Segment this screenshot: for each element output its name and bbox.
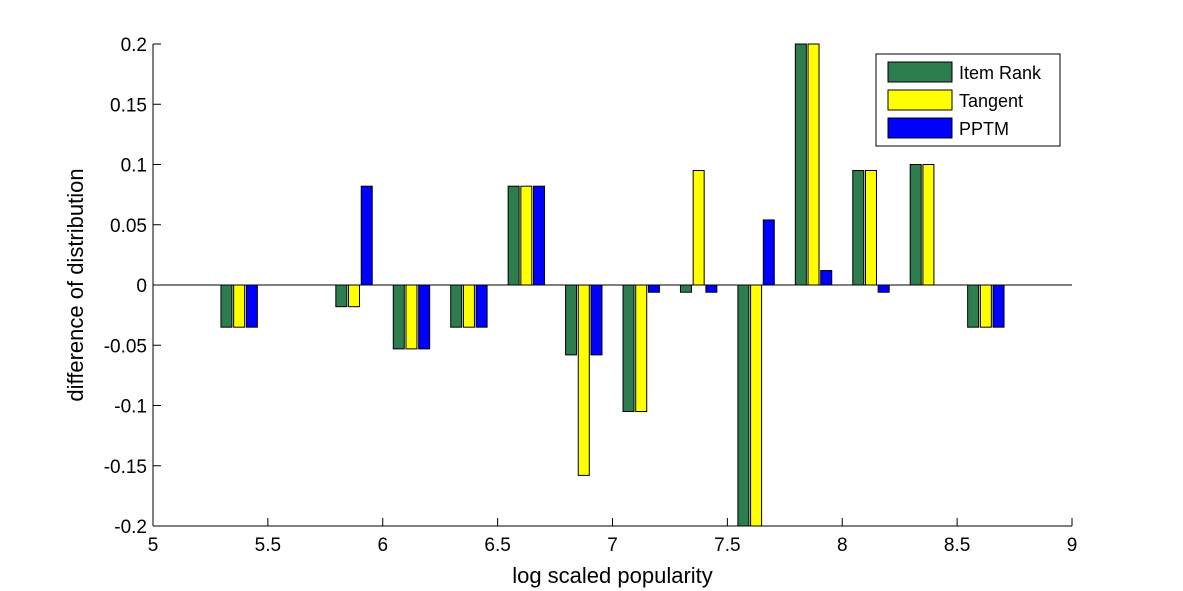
bar-pptm-1 <box>360 185 373 286</box>
y-tick-label: -0.1 <box>114 397 147 418</box>
x-tick-label: 6.5 <box>484 535 510 556</box>
bar-tangent-1 <box>348 284 361 308</box>
y-axis-label: difference of distribution <box>63 168 88 401</box>
bar-tangent-0 <box>233 284 246 328</box>
y-tick-label: 0.05 <box>110 216 147 237</box>
legend-swatch <box>887 117 953 139</box>
legend-swatch <box>887 61 953 83</box>
bar-tangent-10 <box>864 170 877 286</box>
bar-tangent-7 <box>692 170 705 286</box>
bar-tangent-2 <box>405 284 418 350</box>
bar-item-rank-1 <box>335 284 348 308</box>
bar-item-rank-4 <box>507 185 520 286</box>
bar-pptm-12 <box>992 284 1005 328</box>
legend-swatch <box>887 89 953 111</box>
legend-label: PPTM <box>959 119 1009 139</box>
bar-item-rank-12 <box>967 284 980 328</box>
bar-pptm-6 <box>647 284 660 293</box>
y-tick-label: -0.2 <box>114 517 147 538</box>
y-tick-label: -0.05 <box>104 336 147 357</box>
x-tick-label: 5.5 <box>255 535 281 556</box>
bar-item-rank-7 <box>679 284 692 293</box>
bar-item-rank-3 <box>450 284 463 328</box>
y-tick-label: 0 <box>136 276 147 297</box>
bar-tangent-9 <box>807 43 820 286</box>
bar-tangent-11 <box>922 164 935 286</box>
x-axis-label: log scaled popularity <box>512 563 713 588</box>
bar-pptm-3 <box>475 284 488 328</box>
bar-pptm-8 <box>762 219 775 286</box>
bar-item-rank-9 <box>794 43 807 286</box>
legend: Item Rank Tangent PPTM <box>875 53 1061 147</box>
bar-pptm-10 <box>877 284 890 293</box>
bar-item-rank-10 <box>852 170 865 286</box>
y-tick-label: 0.2 <box>121 35 147 56</box>
bar-pptm-5 <box>590 284 603 356</box>
bar-item-rank-0 <box>220 284 233 328</box>
bar-item-rank-5 <box>565 284 578 356</box>
bar-tangent-5 <box>577 284 590 476</box>
bar-item-rank-2 <box>392 284 405 350</box>
bar-pptm-7 <box>705 284 718 293</box>
x-tick-label: 7 <box>607 535 618 556</box>
x-tick-label: 7.5 <box>714 535 740 556</box>
y-tick-label: 0.15 <box>110 95 147 116</box>
x-tick-label: 8.5 <box>944 535 970 556</box>
x-tick-label: 8 <box>837 535 848 556</box>
bar-pptm-0 <box>245 284 258 328</box>
bar-item-rank-8 <box>737 284 750 527</box>
ticks-layer: 5 5.5 6 6.5 7 7.5 8 8.5 9 -0.2 -0.15 -0.1 -0.05 0 0.05… <box>104 35 1078 556</box>
x-tick-label: 9 <box>1067 535 1078 556</box>
legend-label: Tangent <box>959 91 1023 111</box>
bar-tangent-12 <box>979 284 992 328</box>
bar-tangent-6 <box>635 284 648 413</box>
bar-pptm-4 <box>533 185 546 286</box>
bar-tangent-4 <box>520 185 533 286</box>
legend-label: Item Rank <box>959 63 1042 83</box>
y-tick-label: -0.15 <box>104 457 147 478</box>
y-tick-label: 0.1 <box>121 156 147 177</box>
bar-tangent-8 <box>750 284 763 527</box>
bar-pptm-9 <box>820 270 833 286</box>
bar-pptm-2 <box>418 284 431 350</box>
x-tick-label: 6 <box>377 535 388 556</box>
bar-item-rank-11 <box>909 164 922 286</box>
x-tick-label: 5 <box>148 535 159 556</box>
bar-tangent-3 <box>462 284 475 328</box>
bar-item-rank-6 <box>622 284 635 413</box>
